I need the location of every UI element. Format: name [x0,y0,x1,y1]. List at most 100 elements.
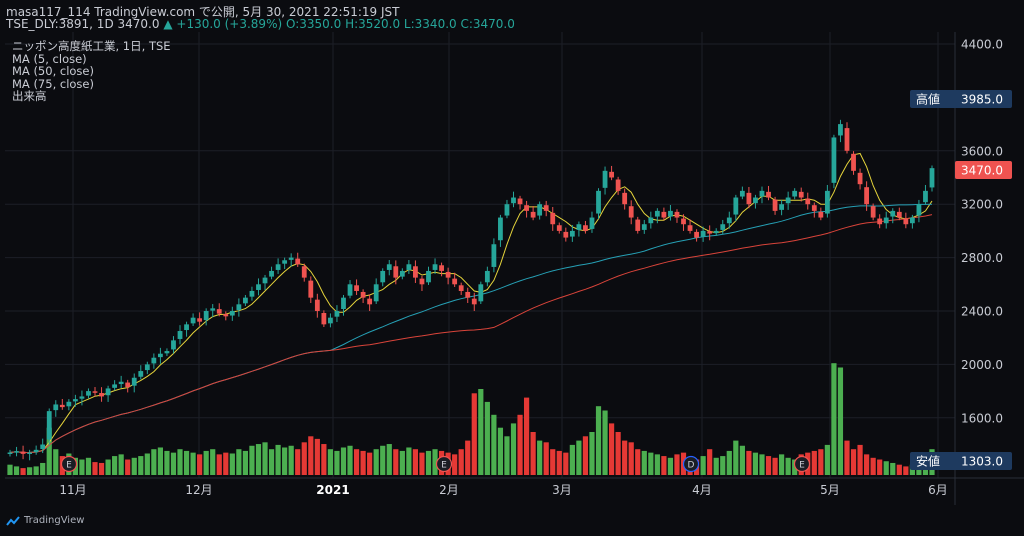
candle-body [543,205,549,211]
x-tick-label: 6月 [928,483,948,497]
volume-bar [850,449,857,475]
volume-bar [92,462,98,475]
publish-line: masa117_114 TradingView.com で公開, 5月 30, … [6,5,400,19]
candle-body [269,270,274,277]
candle-body [654,210,660,217]
candle-body [373,284,379,302]
candle-body [491,244,497,267]
legend-ma5[interactable]: MA (5, close) [12,51,87,66]
volume-bar [262,442,268,475]
candle-body [7,452,13,455]
volume-bar [314,438,320,475]
candle-body [694,231,699,238]
volume-bar [582,436,589,475]
volume-bar [327,449,334,475]
volume-bar [53,449,59,475]
candle-body [628,206,634,218]
low-price-label: 安値 1303.0 [910,452,1012,470]
volume-bar [504,436,510,475]
candle-body [511,197,516,204]
price-axis[interactable]: 4400.0 3600.0 3200.0 2800.0 2400.0 2000.0 1600… [961,38,1003,426]
volume-bar [7,464,13,475]
candle-body [386,264,392,270]
volume-bar [85,457,92,475]
volume-bar [759,454,765,475]
symbol-line: TSE_DLY:3891, 1D 3470.0 ▲ +130.0 (+3.89%… [6,17,515,31]
volume-bar [471,393,477,475]
candle-body [144,364,150,371]
volume-bar [386,444,392,475]
volume-bar [556,450,562,475]
candle-body [896,211,902,218]
volume-bar [412,449,419,475]
time-axis[interactable]: 11月 12月 2021 2月 3月 4月 5月 6月 [59,483,947,497]
candlesticks [7,119,935,461]
event-marker: E [793,455,811,473]
last-price-label: 3470.0 [955,161,1012,179]
candle-body [720,224,726,230]
candle-body [792,190,798,197]
event-marker: E [435,455,453,473]
volume-bar [733,440,739,475]
candle-body [484,270,490,283]
volume-bar [105,459,111,475]
volume-bar [13,466,20,475]
candle-body [909,217,915,224]
volume-bar [772,457,778,475]
candle-body [138,371,144,377]
volume-bar [465,440,471,475]
legend-symbol[interactable]: ニッポン高度紙工業, 1日, TSE [12,39,171,53]
candle-body [923,190,928,203]
ohlc-values: O:3350.0 H:3520.0 L:3340.0 C:3470.0 [285,17,515,31]
volume-bar [903,466,909,475]
volume-bar [393,449,399,475]
volume-bar [890,462,896,475]
candle-body [210,308,216,311]
low-value: 1303.0 [961,455,1003,469]
candle-body [615,179,621,191]
candle-body [20,451,26,454]
candle-body [197,318,203,322]
legend-volume[interactable]: 出来高 [12,89,47,104]
volume-bar [550,449,556,475]
candle-body [249,290,255,297]
volume-bar [164,450,170,475]
volume-bar [739,445,745,475]
volume-bar [46,427,52,475]
change-arrow-icon: ▲ [163,17,173,31]
candle-body [733,197,739,215]
candle-body [190,317,196,324]
volume-bar [40,462,46,475]
volume-bar [595,406,602,475]
volume-bar [877,459,883,475]
volume-bar [452,454,458,475]
volume-bar [484,401,490,475]
candle-body [798,191,804,198]
candle-body [903,218,909,225]
legend-ma75[interactable]: MA (75, close) [12,76,94,91]
volume-bar [33,466,39,475]
candle-body [203,311,209,321]
volume-bar [818,449,824,475]
candle-body [86,391,91,396]
candle-body [334,311,340,317]
volume-bar [380,445,386,475]
volume-bar [713,457,719,475]
candle-body [328,317,333,324]
candle-body [282,260,288,264]
candle-body [14,451,19,453]
volume-bar [883,461,889,475]
y-tick-label: 1600.0 [961,411,1003,425]
candle-body [399,270,405,277]
volume-bar [308,436,314,475]
legend-ma50[interactable]: MA (50, close) [12,64,94,79]
candle-body [426,270,431,283]
tradingview-logo[interactable]: TradingView [6,515,84,526]
volume-bar [216,454,222,475]
candle-body [524,205,529,211]
volume-bar [347,445,353,475]
candle-body [229,311,235,316]
candle-body [707,231,713,234]
volume-bar [635,449,641,475]
